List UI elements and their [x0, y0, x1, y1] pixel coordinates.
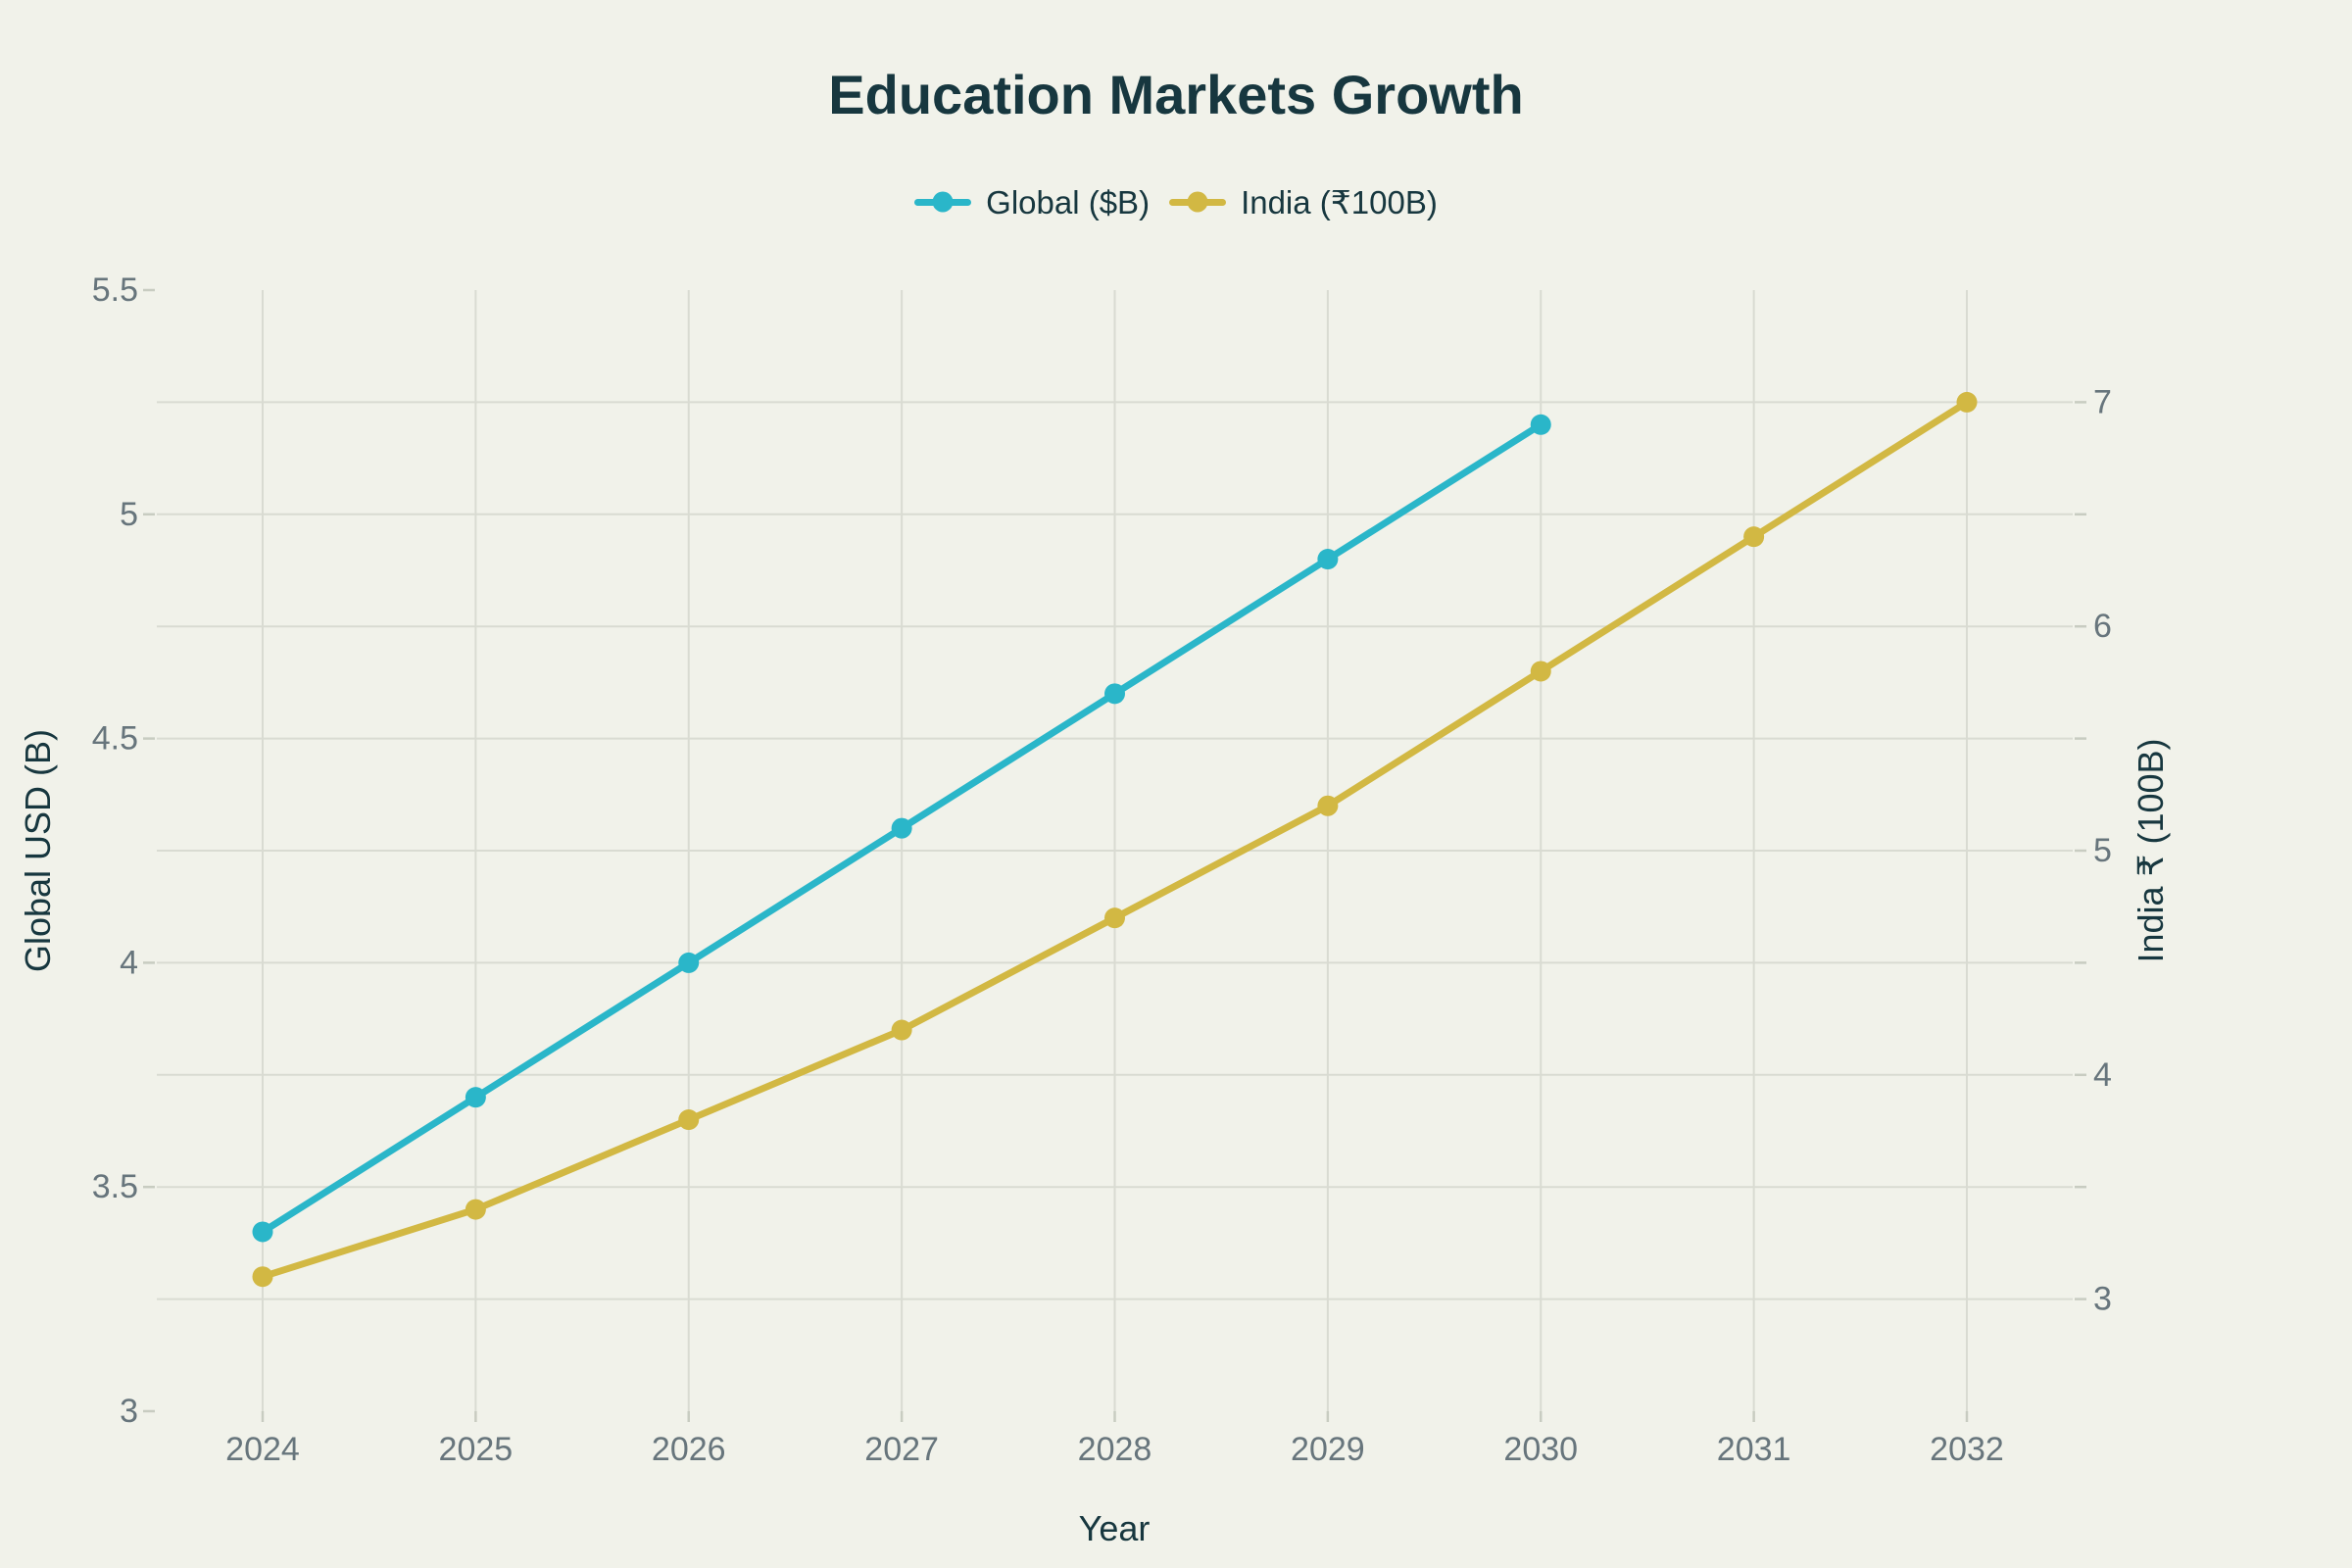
x-axis-tick-label: 2032	[1930, 1431, 2004, 1468]
y-axis-left-tick-label: 3	[120, 1393, 138, 1430]
legend-line-dot-swatch	[914, 191, 972, 213]
y-axis-right-tick-label: 3	[2093, 1281, 2112, 1318]
x-axis-tick-label: 2029	[1291, 1431, 1365, 1468]
india-series	[252, 391, 1978, 1288]
x-axis-tick-label: 2025	[439, 1431, 514, 1468]
india-data-point	[891, 1019, 912, 1041]
x-axis-tick-label: 2024	[225, 1431, 300, 1468]
global-data-point	[678, 952, 700, 973]
y-axis-right-tick-label: 4	[2093, 1056, 2112, 1094]
y-axis-left-tick-label: 5	[120, 496, 138, 533]
y-axis-right-tick-label: 6	[2093, 608, 2112, 645]
chart-title: Education Markets Growth	[828, 64, 1524, 125]
y-axis-right-tick-label: 7	[2093, 383, 2112, 420]
india-data-point	[1317, 795, 1339, 816]
global-data-point	[252, 1221, 273, 1243]
y-axis-left-tick-label: 3.5	[92, 1168, 138, 1205]
y-axis-right-labels: 3 4 5 6 7	[2093, 383, 2112, 1317]
legend-item-global[interactable]: Global ($B)	[914, 186, 1150, 219]
legend-label: India (₹100B)	[1241, 183, 1438, 220]
india-data-point	[1104, 907, 1125, 929]
y-axis-right-ticks	[2075, 401, 2086, 1300]
y-axis-right-tick-label: 5	[2093, 832, 2112, 869]
y-axis-left-tick-label: 4	[120, 944, 138, 981]
legend: Global ($B) India (₹100B)	[0, 182, 2352, 221]
india-data-point	[1956, 391, 1978, 413]
x-axis-tick-label: 2026	[652, 1431, 726, 1468]
y-axis-left-tick-label: 4.5	[92, 720, 138, 758]
y-gridlines	[157, 401, 2073, 1300]
x-axis-tick-label: 2028	[1078, 1431, 1152, 1468]
y-axis-left-tick-label: 5.5	[92, 271, 138, 309]
india-data-point	[1530, 661, 1551, 682]
india-data-point	[252, 1266, 273, 1288]
y-axis-left-ticks	[143, 288, 155, 1413]
y-axis-left-labels: 3 3.5 4 4.5 5 5.5	[92, 271, 138, 1430]
legend-line-dot-swatch	[1169, 191, 1227, 213]
india-data-point	[678, 1109, 700, 1131]
legend-item-india[interactable]: India (₹100B)	[1169, 186, 1438, 219]
x-axis-tick-label: 2031	[1717, 1431, 1791, 1468]
global-series	[252, 414, 1551, 1243]
global-data-point	[1104, 683, 1125, 705]
x-tick-marks	[261, 1411, 1969, 1422]
x-axis-tick-label: 2027	[864, 1431, 939, 1468]
global-data-point	[465, 1087, 486, 1108]
global-data-point	[1317, 549, 1339, 570]
x-axis-tick-label: 2030	[1503, 1431, 1578, 1468]
x-tick-labels: 2024 2025 2026 2027 2028 2029 2030 2031 2032	[225, 1431, 2004, 1468]
global-data-point	[1530, 414, 1551, 435]
x-axis-title: Year	[1078, 1508, 1151, 1548]
y-axis-title-right: India ₹ (100B)	[2131, 738, 2171, 963]
india-data-point	[465, 1199, 486, 1220]
legend-label: Global ($B)	[986, 183, 1151, 220]
india-data-point	[1743, 526, 1765, 548]
global-data-point	[891, 817, 912, 839]
y-axis-title-left: Global USD (B)	[18, 728, 58, 973]
